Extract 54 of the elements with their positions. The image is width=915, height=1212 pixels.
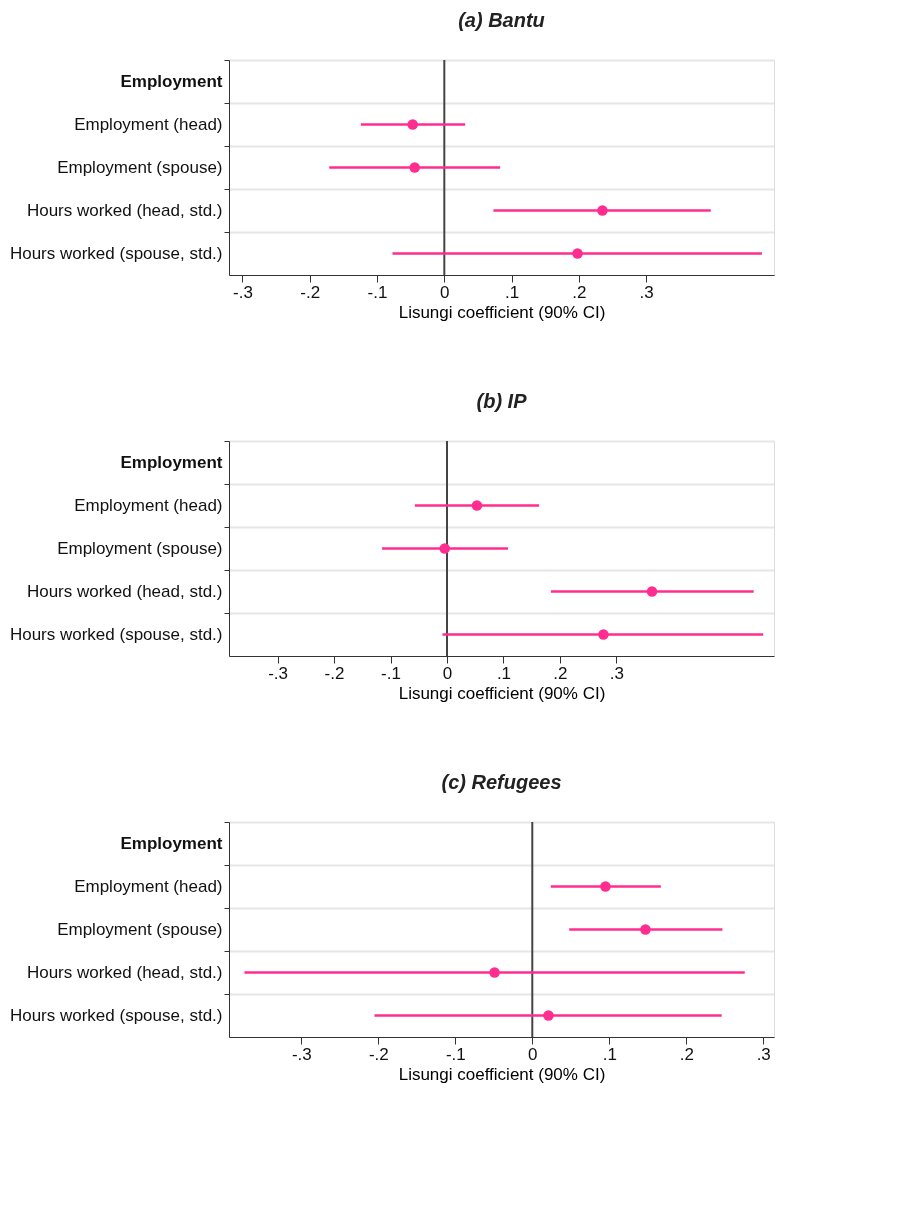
x-tick-label: -.2 [300,282,321,302]
x-tick-label: .2 [572,282,587,302]
x-tick-label: .1 [505,282,520,302]
x-tick-label: -.3 [291,1044,312,1064]
x-tick-label: .1 [496,663,512,683]
y-tick-label: Employment [120,71,223,91]
x-axis-title: Lisungi coefficient (90% CI) [398,302,606,322]
x-tick-label: .2 [679,1044,694,1064]
y-tick-label: Employment (spouse) [57,919,223,939]
x-tick-label: -.1 [445,1044,466,1064]
point [598,629,609,640]
y-tick-label: Employment (spouse) [57,157,223,177]
point [409,162,420,173]
point [471,500,483,511]
x-tick-label: -.3 [268,663,288,683]
x-tick-label: -.3 [233,282,253,302]
x-tick-label: -.1 [381,663,401,683]
x-tick-label: 0 [528,1044,538,1064]
chart-title: (b) IP [476,390,528,412]
point [489,967,500,978]
x-tick-label: .3 [756,1044,771,1064]
x-tick-label: .3 [609,663,625,683]
point [543,1010,554,1021]
y-tick-label: Hours worked (head, std.) [26,581,223,601]
y-tick-label: Employment [120,452,223,472]
x-tick-label: 0 [440,282,450,302]
chart-title: (c) Refugees [441,771,562,793]
y-tick-label: Hours worked (head, std.) [26,962,223,982]
y-tick-label: Employment (spouse) [57,538,223,558]
y-tick-label: Hours worked (spouse, std.) [9,243,223,263]
x-axis-title: Lisungi coefficient (90% CI) [398,683,606,703]
x-tick-label: -.2 [324,663,345,683]
x-tick-label: .3 [639,282,654,302]
point [600,881,611,892]
x-tick-label: -.1 [367,282,388,302]
y-tick-label: Employment [120,833,223,853]
chart-title: (a) Bantu [458,9,545,31]
point [646,586,658,597]
point [407,119,418,130]
point [572,248,583,259]
point [640,924,651,935]
x-tick-label: 0 [442,663,453,683]
x-tick-label: .2 [553,663,568,683]
x-tick-label: -.2 [368,1044,389,1064]
point [597,205,608,216]
y-tick-label: Hours worked (spouse, std.) [9,624,223,644]
y-tick-label: Employment (head) [74,114,223,134]
y-tick-label: Hours worked (head, std.) [26,200,223,220]
y-tick-label: Employment (head) [74,495,223,515]
y-tick-label: Hours worked (spouse, std.) [9,1005,223,1025]
point [439,543,450,554]
x-tick-label: .1 [602,1044,617,1064]
y-tick-label: Employment (head) [74,876,223,896]
x-axis-title: Lisungi coefficient (90% CI) [398,1064,606,1084]
